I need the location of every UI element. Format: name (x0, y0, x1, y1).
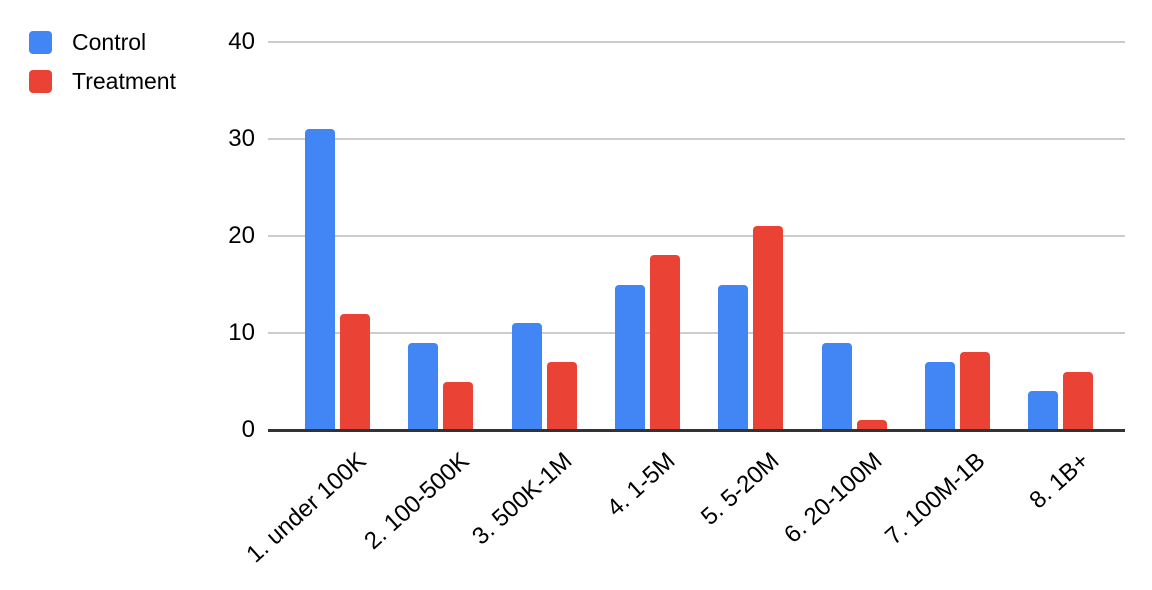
bar-treatment-6 (856, 420, 887, 430)
treatment-color-swatch (29, 69, 52, 93)
control-color-swatch (29, 30, 52, 54)
bar-treatment-4 (649, 255, 680, 430)
legend-item-control: Control (29, 30, 176, 54)
chart-legend: Control Treatment (29, 30, 176, 93)
bar-treatment-1 (340, 313, 370, 430)
bar-treatment-7 (959, 352, 990, 430)
bar-treatment-5 (753, 226, 784, 430)
bar-control-2 (408, 342, 439, 430)
bar-control-6 (821, 342, 852, 430)
gridline-20 (268, 235, 1125, 237)
bar-control-7 (924, 362, 955, 430)
legend-label-treatment: Treatment (72, 68, 176, 94)
y-tick-0: 0 (241, 416, 255, 443)
gridline-10 (268, 332, 1125, 334)
bar-control-1 (305, 129, 335, 430)
bar-control-5 (718, 284, 749, 430)
legend-item-treatment: Treatment (29, 69, 176, 93)
y-tick-10: 10 (228, 319, 255, 346)
y-tick-40: 40 (228, 28, 255, 55)
x-axis-line (268, 428, 1125, 432)
bar-treatment-8 (1063, 371, 1094, 430)
gridline-40 (268, 41, 1125, 43)
y-tick-30: 30 (228, 125, 255, 152)
bar-control-3 (511, 323, 542, 430)
bar-control-8 (1028, 391, 1059, 430)
legend-label-control: Control (72, 29, 147, 55)
x-label-8: 8. 1B+ (1023, 447, 1094, 515)
y-tick-20: 20 (228, 222, 255, 249)
gridline-30 (268, 138, 1125, 140)
bar-treatment-3 (546, 362, 577, 430)
bar-control-4 (614, 284, 645, 430)
bar-treatment-2 (443, 381, 474, 430)
